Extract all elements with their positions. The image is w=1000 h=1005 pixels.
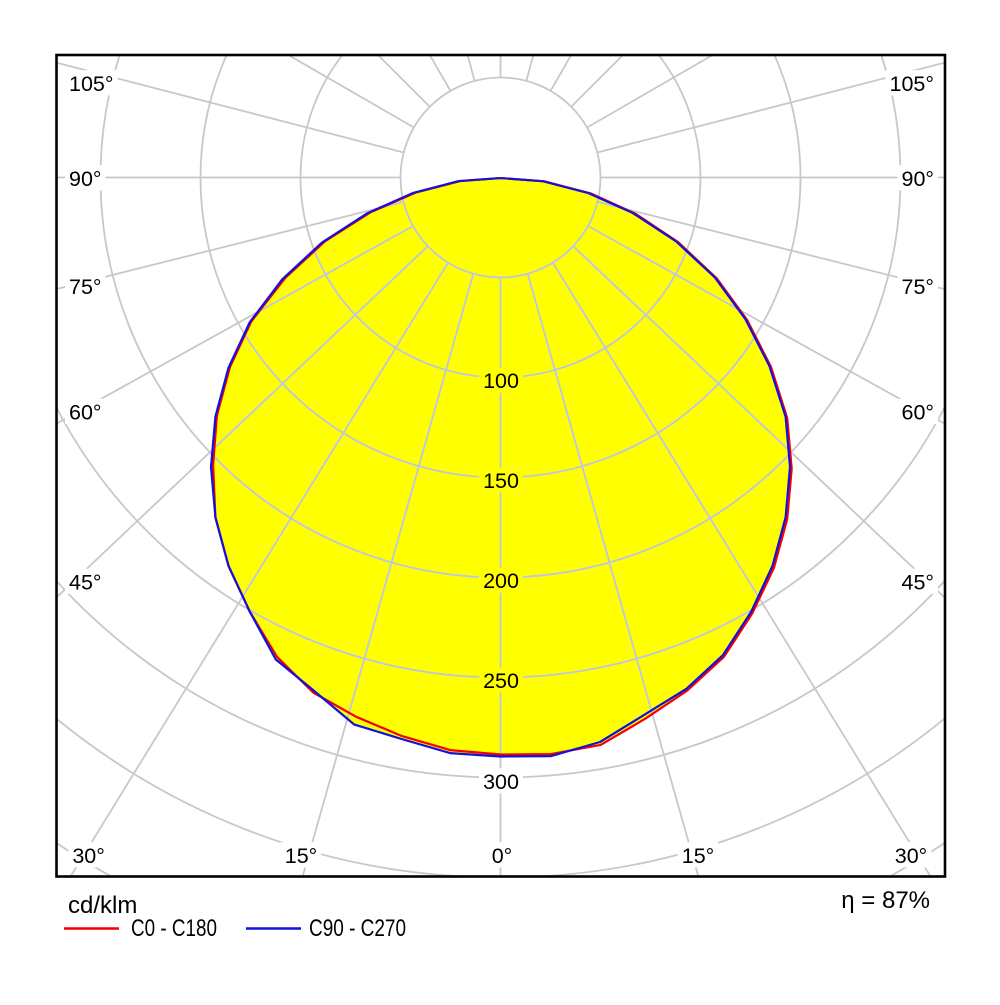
svg-text:cd/klm: cd/klm bbox=[68, 892, 137, 919]
svg-text:45°: 45° bbox=[69, 570, 102, 594]
svg-text:75°: 75° bbox=[901, 275, 934, 299]
svg-text:250: 250 bbox=[483, 669, 519, 693]
svg-text:105°: 105° bbox=[890, 72, 934, 96]
svg-text:30°: 30° bbox=[895, 844, 928, 868]
svg-text:105°: 105° bbox=[69, 72, 113, 96]
svg-text:30°: 30° bbox=[72, 844, 105, 868]
svg-text:15°: 15° bbox=[682, 844, 715, 868]
svg-text:200: 200 bbox=[483, 569, 519, 593]
svg-text:C0 - C180: C0 - C180 bbox=[131, 915, 217, 942]
svg-text:90°: 90° bbox=[901, 167, 934, 191]
svg-text:60°: 60° bbox=[69, 400, 102, 424]
svg-text:300: 300 bbox=[483, 770, 519, 794]
svg-text:150: 150 bbox=[483, 469, 519, 493]
svg-text:60°: 60° bbox=[901, 400, 934, 424]
svg-text:45°: 45° bbox=[901, 570, 934, 594]
svg-text:0°: 0° bbox=[492, 844, 513, 868]
svg-text:η = 87%: η = 87% bbox=[841, 887, 930, 914]
svg-text:100: 100 bbox=[483, 369, 519, 393]
svg-text:15°: 15° bbox=[285, 844, 318, 868]
svg-text:75°: 75° bbox=[69, 275, 102, 299]
svg-text:90°: 90° bbox=[69, 167, 102, 191]
svg-text:C90 - C270: C90 - C270 bbox=[309, 915, 406, 942]
